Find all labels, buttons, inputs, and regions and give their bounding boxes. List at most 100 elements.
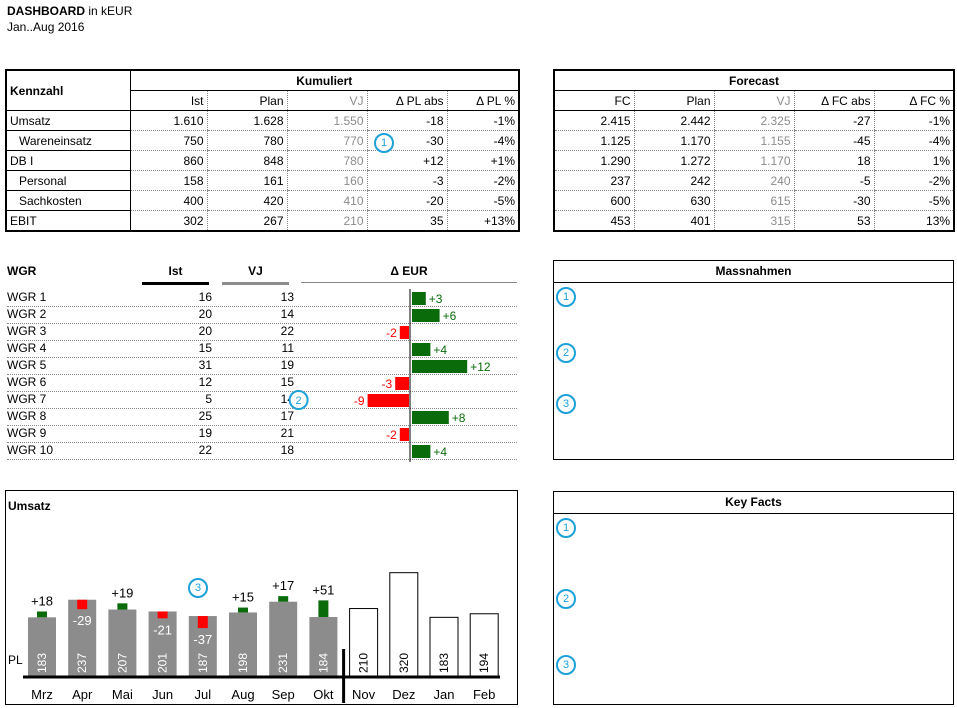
umsatz-panel: Umsatz PL bbox=[5, 490, 518, 705]
forecast-row: 1.125 1.170 1.155 -45 -4% bbox=[554, 130, 955, 151]
wgr-name: WGR 8 bbox=[7, 409, 47, 423]
wgr-ist: 22 bbox=[198, 443, 212, 457]
wgr-ist: 15 bbox=[198, 341, 212, 355]
forecast-table: Forecast FC Plan VJ Δ FC abs Δ FC % 2.415 2.4… bbox=[553, 69, 956, 232]
wgr-delta-bar bbox=[399, 428, 409, 441]
massnahmen-marker-2: 2 bbox=[556, 343, 576, 363]
forecast-col-header: VJ bbox=[713, 90, 794, 111]
kpi-cum-cell: 1.628 bbox=[206, 110, 287, 131]
kpi-fc-cell: 1.125 bbox=[554, 130, 634, 151]
forecast-row: 453 401 315 53 13% bbox=[554, 210, 955, 232]
kpi-fc-cell: 1.170 bbox=[713, 150, 794, 171]
umsatz-bar bbox=[229, 612, 257, 677]
umsatz-delta-bar bbox=[77, 599, 88, 610]
kpi-cum-cell: -5% bbox=[446, 190, 519, 211]
umsatz-bar-value: 183 bbox=[437, 653, 451, 673]
kpi-fc-cell: -2% bbox=[873, 170, 955, 191]
wgr-delta-label: +4 bbox=[433, 445, 447, 459]
kpi-fc-cell: -45 bbox=[793, 130, 874, 151]
kumuliert-col-header: Ist bbox=[129, 90, 207, 111]
forecast-row: 600 630 615 -30 -5% bbox=[554, 190, 955, 211]
wgr-delta-bar bbox=[412, 445, 431, 458]
umsatz-chart: 183 Mrz +18 237 Apr -29 207 Mai +19 201 Jun -21 187 J… bbox=[23, 572, 500, 703]
wgr-vj: 15 bbox=[280, 375, 294, 389]
kpi-fc-cell: 13% bbox=[873, 210, 955, 232]
kpi-cum-cell: -2% bbox=[446, 170, 519, 191]
wgr-delta-bar bbox=[367, 394, 409, 407]
kpi-fc-cell: 1.155 bbox=[713, 130, 794, 151]
forecast-row: 2.415 2.442 2.325 -27 -1% bbox=[554, 110, 955, 131]
wgr-header-name: WGR bbox=[7, 264, 37, 278]
forecast-col-header: Δ FC % bbox=[873, 90, 955, 111]
umsatz-delta-bar bbox=[157, 611, 168, 619]
umsatz-bar-value: 237 bbox=[75, 653, 89, 673]
umsatz-delta-label: +18 bbox=[31, 593, 53, 608]
wgr-row: WGR 3 20 22 bbox=[7, 323, 517, 341]
forecast-title: Forecast bbox=[554, 70, 955, 91]
kumuliert-col-header: Plan bbox=[206, 90, 287, 111]
wgr-ist: 20 bbox=[198, 324, 212, 338]
wgr-vj: 13 bbox=[280, 290, 294, 304]
wgr-delta-label: -9 bbox=[354, 394, 365, 408]
umsatz-bar bbox=[269, 601, 298, 677]
umsatz-delta-label: -29 bbox=[73, 613, 92, 628]
kpi-cum-cell: 780 bbox=[206, 130, 287, 151]
umsatz-delta-label: +15 bbox=[232, 590, 254, 605]
umsatz-month-label: Sep bbox=[272, 687, 295, 702]
forecast-row: 1.290 1.272 1.170 18 1% bbox=[554, 150, 955, 171]
kpi-fc-cell: 615 bbox=[713, 190, 794, 211]
kpi-fc-cell: 1.290 bbox=[554, 150, 634, 171]
forecast-row: 237 242 240 -5 -2% bbox=[554, 170, 955, 191]
kpi-row: Personal 158 161 160 -3 -2% bbox=[6, 170, 519, 191]
kpi-cum-cell: 848 bbox=[206, 150, 287, 171]
kpi-fc-cell: 2.325 bbox=[713, 110, 794, 131]
kpi-fc-cell: 2.442 bbox=[633, 110, 714, 131]
umsatz-month-label: Nov bbox=[352, 687, 376, 702]
pl-label: PL bbox=[8, 653, 23, 667]
forecast-col-header: FC bbox=[554, 90, 634, 111]
ist-header-underline bbox=[142, 282, 209, 285]
massnahmen-title: Massnahmen bbox=[554, 261, 953, 283]
umsatz-delta-bar bbox=[318, 600, 329, 618]
kpi-fc-cell: -30 bbox=[793, 190, 874, 211]
umsatz-bar-value: 201 bbox=[156, 653, 170, 673]
kpi-fc-cell: -5% bbox=[873, 190, 955, 211]
wgr-vj: 14 bbox=[280, 307, 294, 321]
kpi-fc-cell: 18 bbox=[793, 150, 874, 171]
wgr-name: WGR 3 bbox=[7, 324, 47, 338]
wgr-name: WGR 2 bbox=[7, 307, 47, 321]
umsatz-bar-value: 183 bbox=[35, 653, 49, 673]
wgr-delta-bar bbox=[399, 326, 409, 339]
kennzahl-header: Kennzahl bbox=[6, 70, 131, 111]
wgr-delta-bar bbox=[395, 377, 409, 390]
vj-header-underline bbox=[222, 282, 289, 285]
key-facts-marker-1: 1 bbox=[556, 518, 576, 538]
wgr-delta-label: +6 bbox=[443, 309, 457, 323]
kpi-row-label: DB I bbox=[6, 150, 131, 171]
wgr-delta-label: -3 bbox=[382, 377, 393, 391]
kpi-fc-cell: 240 bbox=[713, 170, 794, 191]
wgr-ist: 5 bbox=[205, 392, 212, 406]
kumuliert-title: Kumuliert bbox=[129, 70, 519, 91]
kpi-row: DB I 860 848 780 +12 +1% bbox=[6, 150, 519, 171]
key-facts-marker-3: 3 bbox=[556, 655, 576, 675]
wgr-delta-bar bbox=[412, 360, 468, 373]
wgr-vj: 11 bbox=[281, 341, 294, 355]
umsatz-month-label: Jun bbox=[152, 687, 173, 702]
kpi-cum-cell: 35 bbox=[366, 210, 447, 232]
kpi-cum-cell: 161 bbox=[206, 170, 287, 191]
umsatz-bar-value: 184 bbox=[316, 653, 330, 673]
umsatz-month-label: Mai bbox=[112, 687, 133, 702]
wgr-name: WGR 7 bbox=[7, 392, 47, 406]
kpi-fc-cell: 1.272 bbox=[633, 150, 714, 171]
kpi-cum-cell: -20 bbox=[366, 190, 447, 211]
kpi-fc-cell: -1% bbox=[873, 110, 955, 131]
wgr-header-delta: Δ EUR bbox=[390, 264, 428, 278]
massnahmen-marker-3: 3 bbox=[556, 394, 576, 414]
wgr-vj: 18 bbox=[280, 443, 294, 457]
kpi-row: Sachkosten 400 420 410 -20 -5% bbox=[6, 190, 519, 211]
kpi-row-label: Sachkosten bbox=[6, 190, 131, 211]
wgr-row: WGR 2 20 14 bbox=[7, 306, 517, 324]
kpi-fc-cell: -5 bbox=[793, 170, 874, 191]
wgr-header-ist: Ist bbox=[168, 264, 183, 278]
